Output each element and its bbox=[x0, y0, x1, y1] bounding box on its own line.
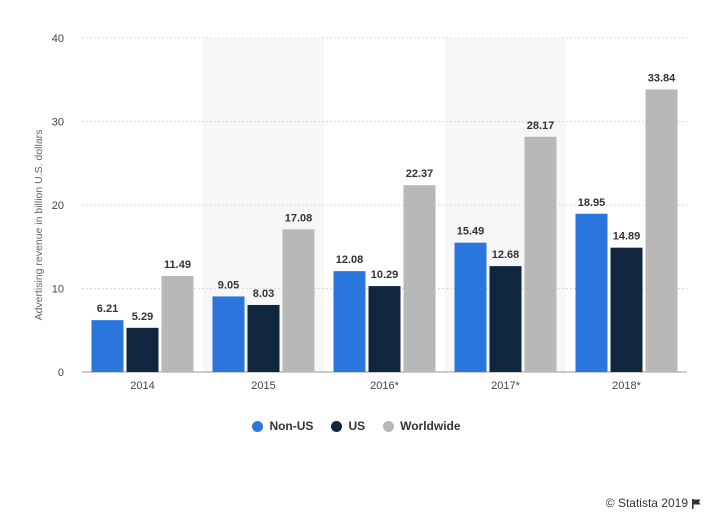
value-label: 22.37 bbox=[406, 168, 434, 180]
bar-non-us[interactable] bbox=[575, 213, 608, 372]
x-axis-ticks: 2014 2015 2016* 2017* 2018* bbox=[130, 380, 641, 392]
value-label: 10.29 bbox=[371, 269, 399, 281]
value-label: 11.49 bbox=[164, 259, 191, 271]
x-tick-label: 2018* bbox=[612, 380, 641, 392]
y-tick-label: 10 bbox=[52, 284, 64, 296]
legend-swatch-us bbox=[331, 420, 343, 432]
x-tick-label: 2015 bbox=[251, 380, 275, 392]
legend-item-non-us[interactable]: Non-US bbox=[252, 419, 313, 433]
bar-us[interactable] bbox=[247, 304, 280, 372]
bar-non-us[interactable] bbox=[212, 296, 245, 372]
bar-non-us[interactable] bbox=[333, 271, 366, 372]
value-label: 15.49 bbox=[457, 226, 485, 238]
value-label: 12.08 bbox=[336, 254, 364, 266]
bar-us[interactable] bbox=[489, 266, 522, 372]
bar-non-us[interactable] bbox=[454, 242, 487, 372]
bar-chart: 0 10 20 30 40 Advertising revenue in billion… bbox=[33, 33, 687, 392]
value-label: 9.05 bbox=[218, 279, 239, 291]
y-axis-label: Advertising revenue in billion U.S. doll… bbox=[33, 130, 45, 321]
x-tick-label: 2014 bbox=[130, 380, 154, 392]
bar-worldwide[interactable] bbox=[403, 185, 436, 372]
value-label: 14.89 bbox=[613, 231, 641, 243]
bar-us[interactable] bbox=[126, 327, 159, 372]
value-label: 8.03 bbox=[253, 288, 274, 300]
bar-worldwide[interactable] bbox=[161, 276, 194, 372]
legend-swatch-worldwide bbox=[383, 420, 395, 432]
legend-item-us[interactable]: US bbox=[331, 419, 365, 433]
value-label: 17.08 bbox=[285, 212, 313, 224]
bar-us[interactable] bbox=[368, 286, 401, 372]
statista-credit[interactable]: © Statista 2019 bbox=[606, 496, 701, 510]
y-tick-label: 20 bbox=[52, 200, 64, 212]
y-tick-label: 0 bbox=[58, 367, 64, 379]
legend-label-worldwide: Worldwide bbox=[400, 419, 461, 433]
bar-non-us[interactable] bbox=[91, 320, 124, 372]
x-tick-label: 2016* bbox=[370, 380, 399, 392]
y-tick-label: 30 bbox=[52, 117, 64, 129]
bar-worldwide[interactable] bbox=[524, 136, 557, 372]
value-label: 12.68 bbox=[492, 249, 520, 261]
y-tick-label: 40 bbox=[52, 33, 64, 45]
legend-label-non-us: Non-US bbox=[269, 419, 314, 433]
legend-swatch-non-us bbox=[252, 420, 264, 432]
legend: Non-US US Worldwide bbox=[0, 419, 713, 433]
y-axis-ticks: 0 10 20 30 40 bbox=[52, 33, 64, 379]
value-label: 33.84 bbox=[648, 72, 676, 84]
x-tick-label: 2017* bbox=[491, 380, 520, 392]
credit-text: © Statista 2019 bbox=[605, 496, 688, 510]
value-label: 6.21 bbox=[97, 303, 118, 315]
legend-item-worldwide[interactable]: Worldwide bbox=[383, 419, 461, 433]
legend-label-us: US bbox=[348, 419, 366, 433]
bars bbox=[91, 89, 678, 372]
bar-worldwide[interactable] bbox=[282, 229, 315, 372]
bar-worldwide[interactable] bbox=[645, 89, 678, 372]
flag-icon bbox=[692, 498, 701, 509]
value-label: 28.17 bbox=[527, 120, 555, 132]
value-label: 5.29 bbox=[132, 311, 153, 323]
value-labels: 6.21 5.29 11.49 9.05 8.03 17.08 12.08 10.29 22.3… bbox=[97, 72, 676, 322]
bar-us[interactable] bbox=[610, 247, 643, 372]
value-label: 18.95 bbox=[578, 197, 606, 209]
